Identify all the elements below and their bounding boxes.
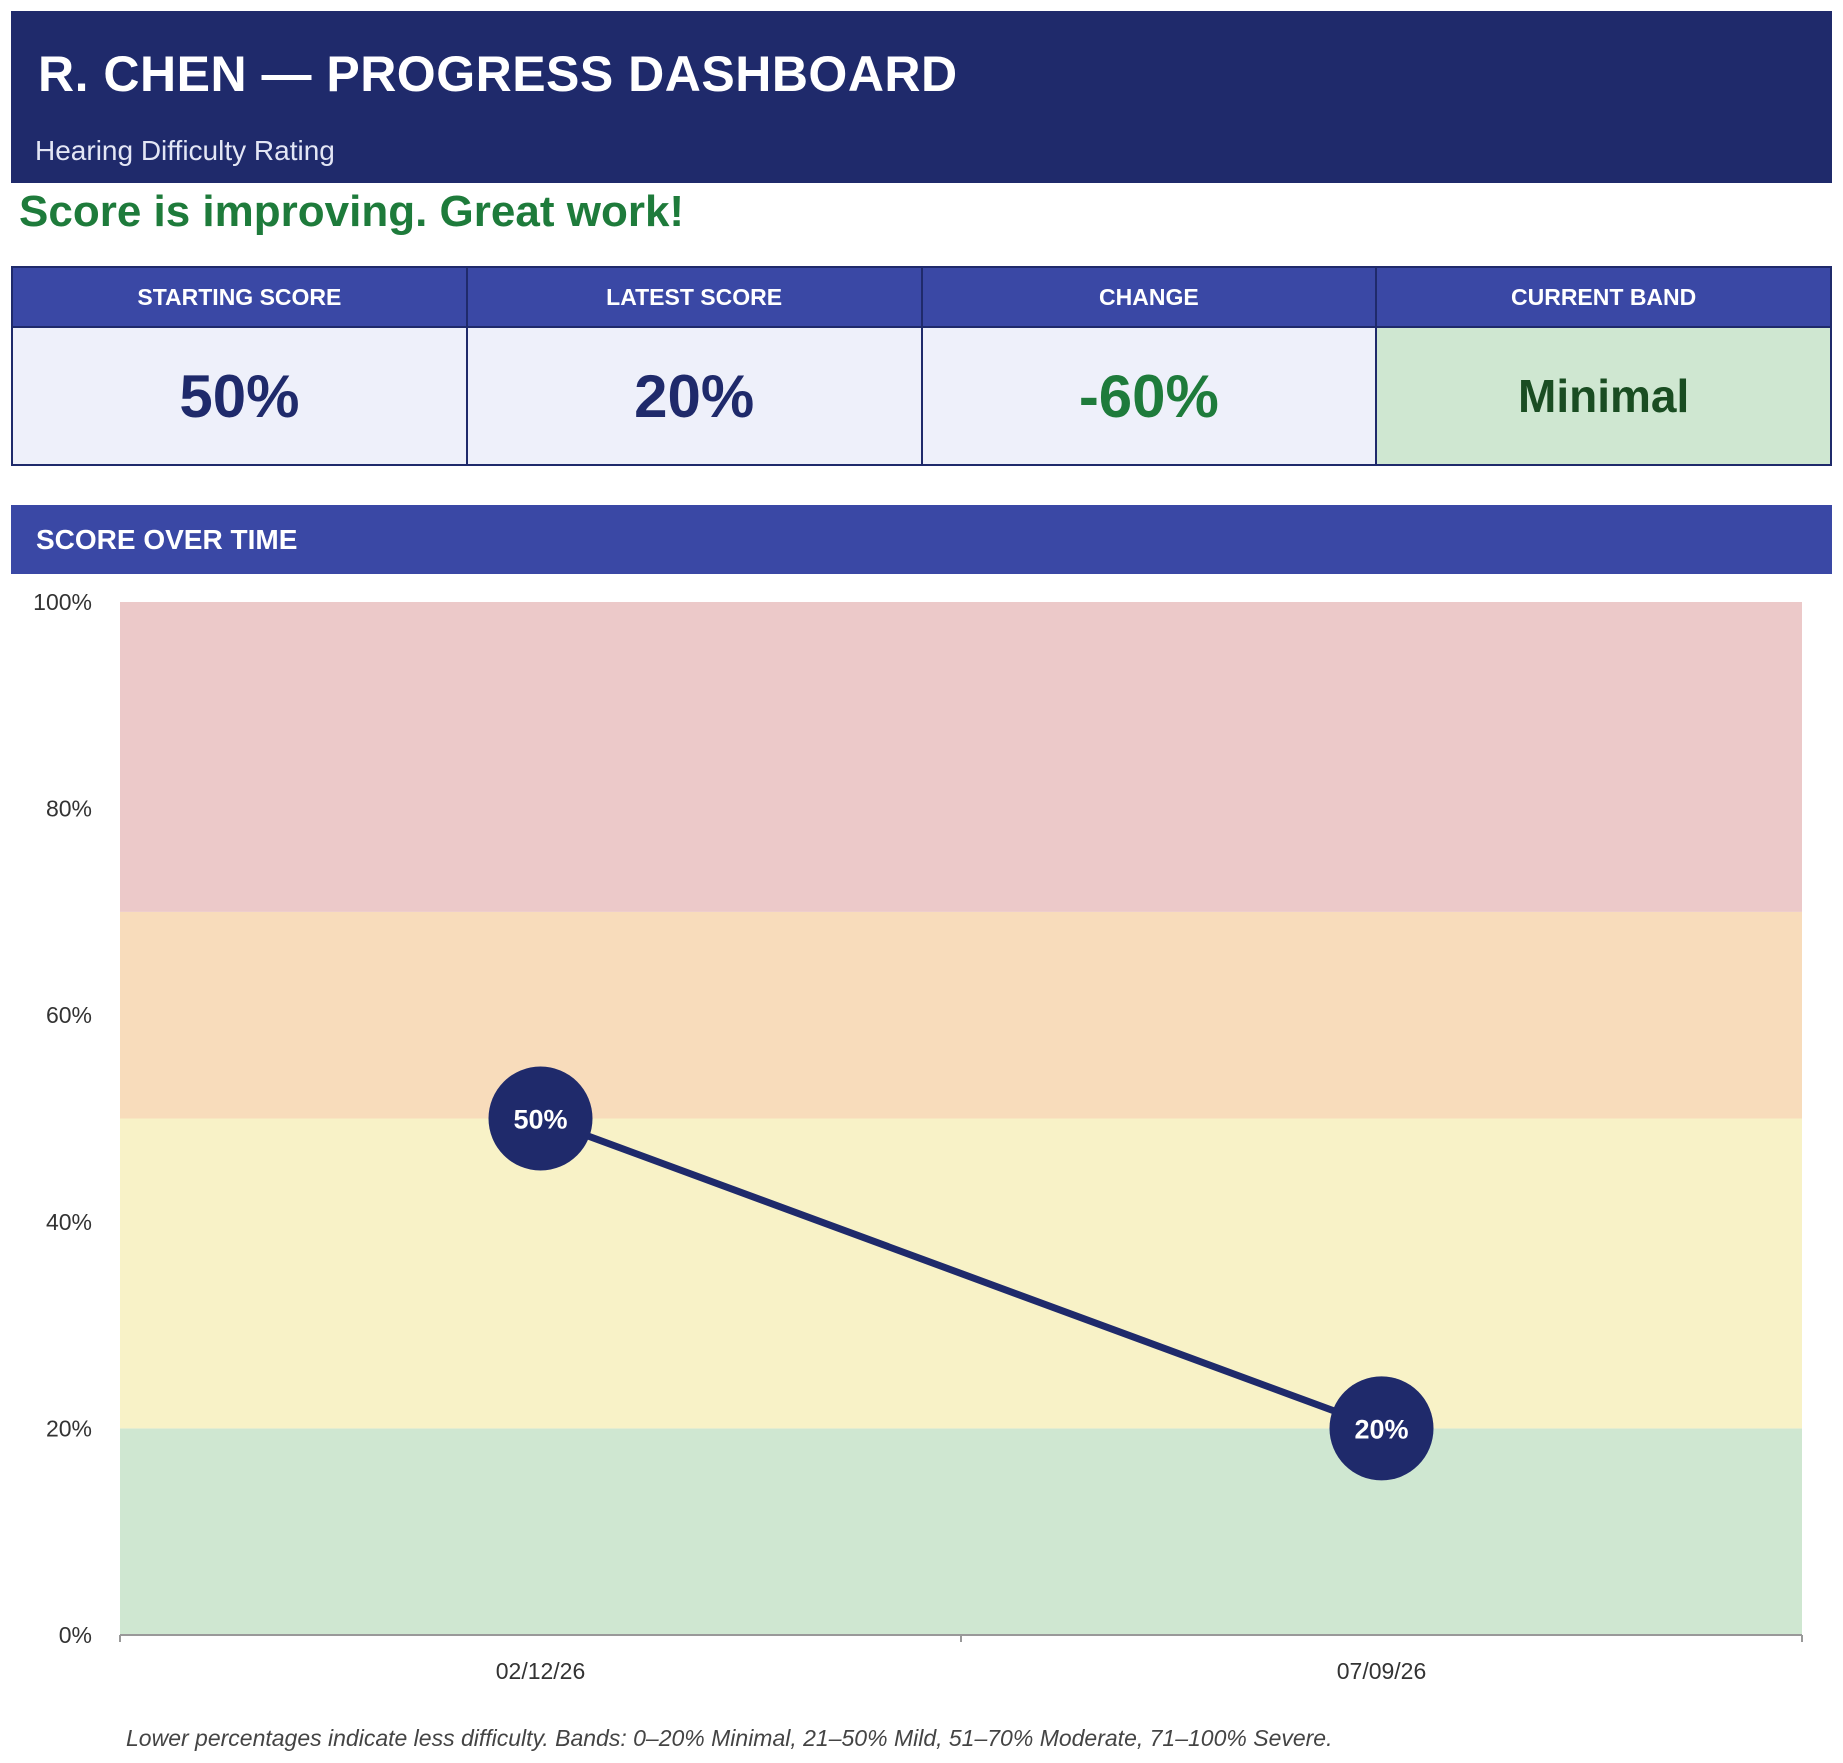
starting-score-label: STARTING SCORE (13, 268, 466, 328)
starting-score-card: STARTING SCORE 50% (13, 268, 468, 464)
band-3 (120, 602, 1802, 912)
section-title: SCORE OVER TIME (11, 505, 1832, 574)
status-message: Score is improving. Great work! (19, 187, 685, 236)
dashboard-header: R. CHEN — PROGRESS DASHBOARD Hearing Dif… (11, 11, 1832, 183)
current-band-value: Minimal (1377, 328, 1830, 464)
y-tick-label: 40% (46, 1209, 92, 1235)
y-tick-label: 60% (46, 1002, 92, 1028)
footnote: Lower percentages indicate less difficul… (126, 1725, 1333, 1751)
x-tick-label: 07/09/26 (1337, 1658, 1427, 1684)
page-subtitle: Hearing Difficulty Rating (35, 135, 335, 166)
y-tick-label: 0% (59, 1622, 92, 1648)
change-value: -60% (922, 328, 1376, 464)
summary-table: STARTING SCORE 50% LATEST SCORE 20% CHAN… (11, 266, 1832, 466)
data-label: 50% (513, 1105, 567, 1135)
change-label: CHANGE (922, 268, 1376, 328)
band-0 (120, 1428, 1802, 1635)
x-tick-label: 02/12/26 (496, 1658, 586, 1684)
series-line (537, 1115, 1385, 1432)
data-label: 20% (1354, 1414, 1408, 1444)
chart-axes: 0% 20% 40% 60% 80% 100% 02/12/26 07/09/26 (33, 589, 1803, 1684)
y-tick-label: 80% (46, 796, 92, 822)
current-band-card: CURRENT BAND Minimal (1377, 268, 1830, 464)
latest-score-card: LATEST SCORE 20% (467, 268, 923, 464)
change-card: CHANGE -60% (922, 268, 1378, 464)
y-tick-label: 100% (33, 589, 92, 615)
page-title: R. CHEN — PROGRESS DASHBOARD (38, 46, 958, 102)
current-band-label: CURRENT BAND (1377, 268, 1830, 328)
band-2 (120, 911, 1802, 1119)
series-lines (537, 1115, 1385, 1432)
band-backgrounds (120, 602, 1802, 1635)
data-point (488, 1066, 593, 1171)
data-point (1329, 1376, 1434, 1481)
y-tick-label: 20% (46, 1415, 92, 1441)
series-points: 50% 20% (488, 1066, 1434, 1481)
starting-score-value: 50% (13, 328, 466, 464)
score-chart: 0% 20% 40% 60% 80% 100% 02/12/26 07/09/26 50% 20… (33, 589, 1803, 1684)
latest-score-value: 20% (467, 328, 921, 464)
latest-score-label: LATEST SCORE (467, 268, 921, 328)
